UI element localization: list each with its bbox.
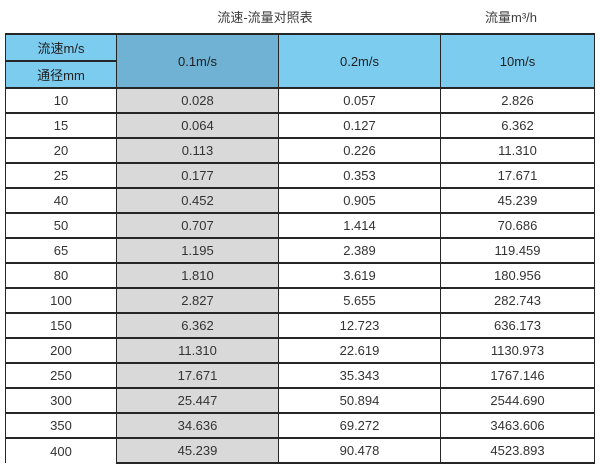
flow-value-cell: 35.343 <box>278 362 441 389</box>
flow-value-cell: 0.226 <box>278 137 441 164</box>
table-row: 10 0.028 0.057 2.826 <box>5 87 595 114</box>
diameter-cell: 65 <box>5 237 117 264</box>
diameter-cell: 25 <box>5 162 117 189</box>
flow-value-cell: 25.447 <box>116 387 279 414</box>
flow-value-cell: 2.389 <box>278 237 441 264</box>
flow-value-cell: 0.127 <box>278 112 441 139</box>
flow-value-cell: 3463.606 <box>440 412 595 439</box>
flow-value-cell: 12.723 <box>278 312 441 339</box>
table-row: 350 34.636 69.272 3463.606 <box>5 412 595 439</box>
flow-value-cell: 17.671 <box>440 162 595 189</box>
flow-value-cell: 0.707 <box>116 212 279 239</box>
table-row: 50 0.707 1.414 70.686 <box>5 212 595 239</box>
flow-value-cell: 180.956 <box>440 262 595 289</box>
table-row: 150 6.362 12.723 636.173 <box>5 312 595 339</box>
column-header-0-1ms: 0.1m/s <box>116 33 279 89</box>
table-header: 流速m/s 0.1m/s 0.2m/s 10m/s 通径mm <box>5 33 595 89</box>
flow-value-cell: 2.827 <box>116 287 279 314</box>
flow-value-cell: 0.064 <box>116 112 279 139</box>
diameter-cell: 250 <box>5 362 117 389</box>
flow-value-cell: 3.619 <box>278 262 441 289</box>
flow-value-cell: 0.452 <box>116 187 279 214</box>
flow-value-cell: 34.636 <box>116 412 279 439</box>
flow-value-cell: 11.310 <box>440 137 595 164</box>
flow-value-cell: 0.057 <box>278 87 441 114</box>
flow-value-cell: 45.239 <box>116 437 279 464</box>
flow-value-cell: 2544.690 <box>440 387 595 414</box>
flow-value-cell: 69.272 <box>278 412 441 439</box>
diameter-cell: 15 <box>5 112 117 139</box>
flow-value-cell: 0.177 <box>116 162 279 189</box>
flow-value-cell: 22.619 <box>278 337 441 364</box>
flow-value-cell: 2.826 <box>440 87 595 114</box>
diameter-cell: 20 <box>5 137 117 164</box>
flow-value-cell: 17.671 <box>116 362 279 389</box>
table-row: 250 17.671 35.343 1767.146 <box>5 362 595 389</box>
diameter-cell: 10 <box>5 87 117 114</box>
column-header-0-2ms: 0.2m/s <box>278 33 441 89</box>
table-row: 15 0.064 0.127 6.362 <box>5 112 595 139</box>
table-row: 300 25.447 50.894 2544.690 <box>5 387 595 414</box>
diameter-cell: 400 <box>5 437 117 463</box>
diameter-cell: 350 <box>5 412 117 439</box>
diameter-cell: 100 <box>5 287 117 314</box>
flow-value-cell: 1.810 <box>116 262 279 289</box>
flow-value-cell: 90.478 <box>278 437 441 464</box>
flow-value-cell: 0.353 <box>278 162 441 189</box>
flow-value-cell: 4523.893 <box>440 437 595 464</box>
flow-value-cell: 45.239 <box>440 187 595 214</box>
flow-value-cell: 1.414 <box>278 212 441 239</box>
diameter-cell: 80 <box>5 262 117 289</box>
flow-value-cell: 6.362 <box>440 112 595 139</box>
flow-value-cell: 5.655 <box>278 287 441 314</box>
flow-value-cell: 50.894 <box>278 387 441 414</box>
table-row: 25 0.177 0.353 17.671 <box>5 162 595 189</box>
table-row: 100 2.827 5.655 282.743 <box>5 287 595 314</box>
corner-diameter-label: 通径mm <box>5 60 117 89</box>
flow-value-cell: 1130.973 <box>440 337 595 364</box>
flow-value-cell: 0.028 <box>116 87 279 114</box>
page-title: 流速-流量对照表 <box>217 10 313 25</box>
flow-value-cell: 0.113 <box>116 137 279 164</box>
flow-value-cell: 70.686 <box>440 212 595 239</box>
diameter-cell: 150 <box>5 312 117 339</box>
diameter-cell: 200 <box>5 337 117 364</box>
table-row: 80 1.810 3.619 180.956 <box>5 262 595 289</box>
table-body: 10 0.028 0.057 2.826 15 0.064 0.127 6.362 20 0.11… <box>5 87 595 464</box>
diameter-cell: 50 <box>5 212 117 239</box>
diameter-cell: 40 <box>5 187 117 214</box>
diameter-cell: 300 <box>5 387 117 414</box>
flow-value-cell: 11.310 <box>116 337 279 364</box>
flow-value-cell: 636.173 <box>440 312 595 339</box>
table-row: 20 0.113 0.226 11.310 <box>5 137 595 164</box>
flow-unit-label: 流量m³/h <box>484 10 538 25</box>
table-row: 200 11.310 22.619 1130.973 <box>5 337 595 364</box>
flow-value-cell: 0.905 <box>278 187 441 214</box>
flow-value-cell: 1.195 <box>116 237 279 264</box>
caption-bar: 流速-流量对照表 流量m³/h <box>0 0 600 33</box>
flow-value-cell: 282.743 <box>440 287 595 314</box>
table-row: 65 1.195 2.389 119.459 <box>5 237 595 264</box>
table-row: 40 0.452 0.905 45.239 <box>5 187 595 214</box>
flow-value-cell: 1767.146 <box>440 362 595 389</box>
flow-rate-table: 流速m/s 0.1m/s 0.2m/s 10m/s 通径mm 10 0.028 0.… <box>5 33 595 464</box>
table-row: 400 45.239 90.478 4523.893 <box>5 437 595 464</box>
flow-value-cell: 119.459 <box>440 237 595 264</box>
column-header-10ms: 10m/s <box>440 33 595 89</box>
flow-value-cell: 6.362 <box>116 312 279 339</box>
corner-velocity-label: 流速m/s <box>5 33 117 62</box>
